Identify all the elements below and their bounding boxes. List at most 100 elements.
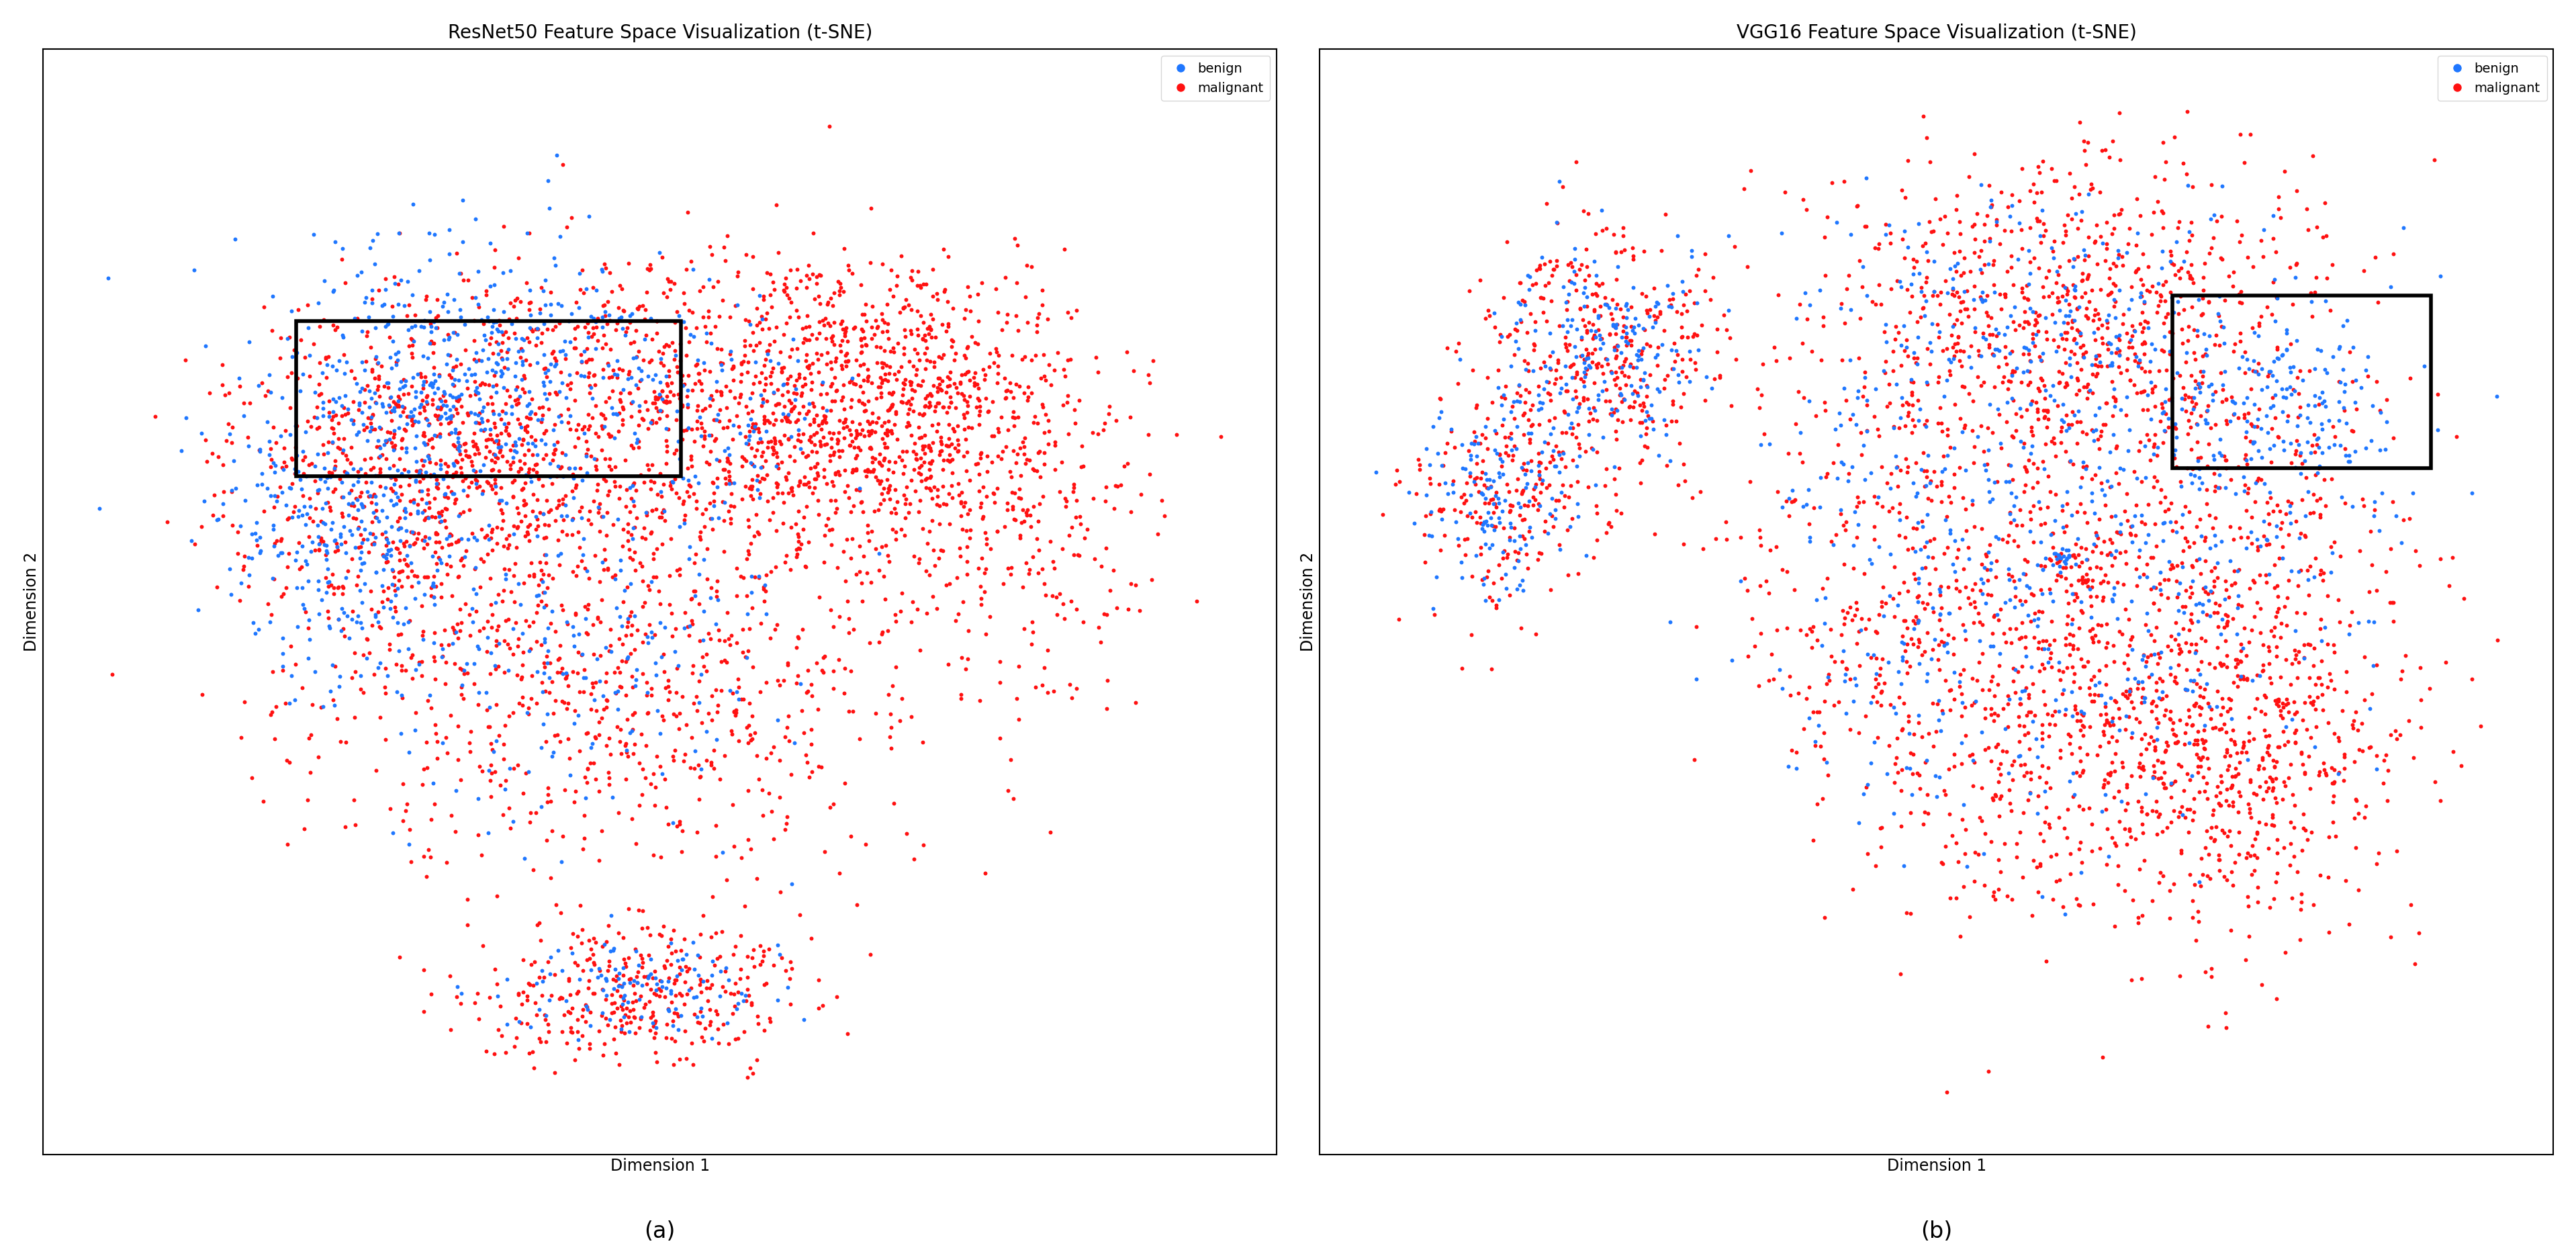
Point: [1533, 455, 1574, 476]
Point: [1788, 677, 1829, 697]
Point: [703, 650, 744, 671]
Point: [786, 752, 827, 772]
Point: [641, 971, 683, 991]
Point: [2195, 326, 2236, 346]
Point: [1850, 692, 1891, 712]
Point: [634, 1028, 675, 1048]
Point: [2092, 219, 2133, 239]
Point: [2063, 376, 2105, 396]
Point: [307, 559, 348, 579]
Point: [953, 367, 994, 387]
Point: [2313, 774, 2354, 794]
Point: [420, 389, 461, 409]
Point: [1795, 590, 1837, 610]
Point: [446, 433, 487, 453]
Point: [649, 682, 690, 702]
Point: [392, 415, 433, 435]
Point: [2391, 483, 2432, 503]
Point: [1515, 489, 1556, 509]
Point: [2004, 337, 2045, 357]
Point: [580, 820, 621, 840]
Point: [2190, 175, 2231, 195]
Point: [1497, 469, 1538, 489]
Point: [726, 830, 768, 850]
Point: [768, 731, 809, 751]
Point: [2349, 737, 2391, 757]
Point: [868, 727, 909, 747]
Point: [739, 488, 781, 508]
Point: [1595, 429, 1636, 449]
Point: [523, 582, 564, 603]
Point: [2221, 742, 2262, 762]
Point: [680, 414, 721, 434]
Point: [1417, 474, 1458, 494]
Point: [2081, 314, 2123, 335]
Point: [495, 291, 536, 311]
Point: [1548, 270, 1589, 291]
Point: [1674, 323, 1716, 343]
Point: [2025, 330, 2066, 350]
Point: [1468, 537, 1510, 557]
Point: [1618, 346, 1659, 366]
Point: [325, 732, 366, 752]
Point: [2058, 337, 2099, 357]
Point: [430, 525, 471, 545]
Point: [551, 481, 592, 501]
Point: [623, 410, 665, 430]
Point: [2094, 833, 2136, 853]
Point: [1986, 371, 2027, 391]
Point: [654, 410, 696, 430]
Point: [322, 429, 363, 449]
Point: [2025, 416, 2066, 437]
Point: [1600, 357, 1641, 377]
Point: [1510, 267, 1551, 287]
Point: [526, 389, 567, 409]
Point: [276, 616, 317, 637]
Point: [755, 521, 796, 541]
Point: [855, 337, 896, 357]
Point: [533, 320, 574, 340]
Point: [811, 660, 853, 681]
Point: [840, 336, 881, 356]
Point: [1520, 469, 1561, 489]
Point: [407, 387, 448, 408]
Point: [2002, 362, 2043, 382]
Point: [922, 398, 963, 418]
Point: [2187, 789, 2228, 809]
Point: [474, 593, 515, 613]
Point: [214, 450, 255, 470]
Point: [2311, 793, 2352, 813]
Point: [819, 447, 860, 467]
Point: [345, 322, 386, 342]
Point: [1891, 903, 1932, 923]
Point: [649, 391, 690, 411]
Point: [317, 540, 358, 560]
Point: [1968, 316, 2009, 336]
Point: [1940, 313, 1981, 333]
Point: [917, 369, 958, 389]
Point: [708, 462, 750, 482]
Point: [430, 706, 471, 726]
Point: [2365, 411, 2406, 431]
Point: [2259, 518, 2300, 538]
Point: [2048, 733, 2089, 754]
Point: [1625, 377, 1667, 398]
Point: [1981, 741, 2022, 761]
Point: [654, 985, 696, 1005]
Point: [940, 648, 981, 668]
Point: [2074, 304, 2115, 325]
Point: [1064, 527, 1105, 547]
Point: [1888, 457, 1929, 477]
Point: [417, 749, 459, 769]
Point: [314, 531, 355, 551]
Point: [2032, 555, 2074, 575]
Point: [2030, 611, 2071, 632]
Point: [2313, 827, 2354, 847]
Point: [2233, 845, 2275, 866]
Point: [860, 370, 902, 390]
Point: [1432, 483, 1473, 503]
Point: [193, 504, 234, 525]
Point: [1775, 742, 1816, 762]
Point: [1605, 327, 1646, 347]
Point: [2040, 548, 2081, 569]
